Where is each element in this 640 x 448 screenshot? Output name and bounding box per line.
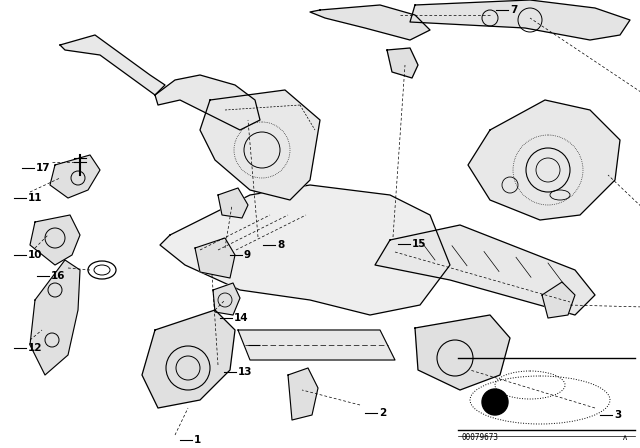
- Text: 3: 3: [614, 410, 621, 420]
- Polygon shape: [387, 48, 418, 78]
- Polygon shape: [218, 188, 248, 218]
- Polygon shape: [195, 238, 235, 278]
- Polygon shape: [30, 215, 80, 265]
- Text: 7: 7: [510, 5, 517, 15]
- Polygon shape: [410, 0, 630, 40]
- Text: 15: 15: [412, 239, 426, 249]
- Text: 12: 12: [28, 343, 42, 353]
- Text: 11: 11: [28, 193, 42, 203]
- Text: 1: 1: [194, 435, 201, 445]
- Polygon shape: [60, 35, 165, 95]
- Text: 17: 17: [36, 163, 51, 173]
- Polygon shape: [375, 225, 595, 315]
- Polygon shape: [50, 155, 100, 198]
- Text: 16: 16: [51, 271, 65, 281]
- Polygon shape: [310, 5, 430, 40]
- Polygon shape: [160, 185, 450, 315]
- Circle shape: [482, 389, 508, 415]
- Text: ∧: ∧: [622, 434, 628, 443]
- Polygon shape: [468, 100, 620, 220]
- Polygon shape: [155, 75, 260, 130]
- Polygon shape: [415, 315, 510, 390]
- Polygon shape: [288, 368, 318, 420]
- Text: 13: 13: [238, 367, 253, 377]
- Polygon shape: [200, 90, 320, 200]
- Text: 8: 8: [277, 240, 284, 250]
- Text: 2: 2: [379, 408, 387, 418]
- Polygon shape: [142, 310, 235, 408]
- Polygon shape: [30, 260, 80, 375]
- Polygon shape: [238, 330, 395, 360]
- Text: 14: 14: [234, 313, 248, 323]
- Text: 9: 9: [244, 250, 251, 260]
- Text: 10: 10: [28, 250, 42, 260]
- Polygon shape: [542, 282, 575, 318]
- Polygon shape: [213, 283, 240, 315]
- Text: 00079673: 00079673: [462, 434, 499, 443]
